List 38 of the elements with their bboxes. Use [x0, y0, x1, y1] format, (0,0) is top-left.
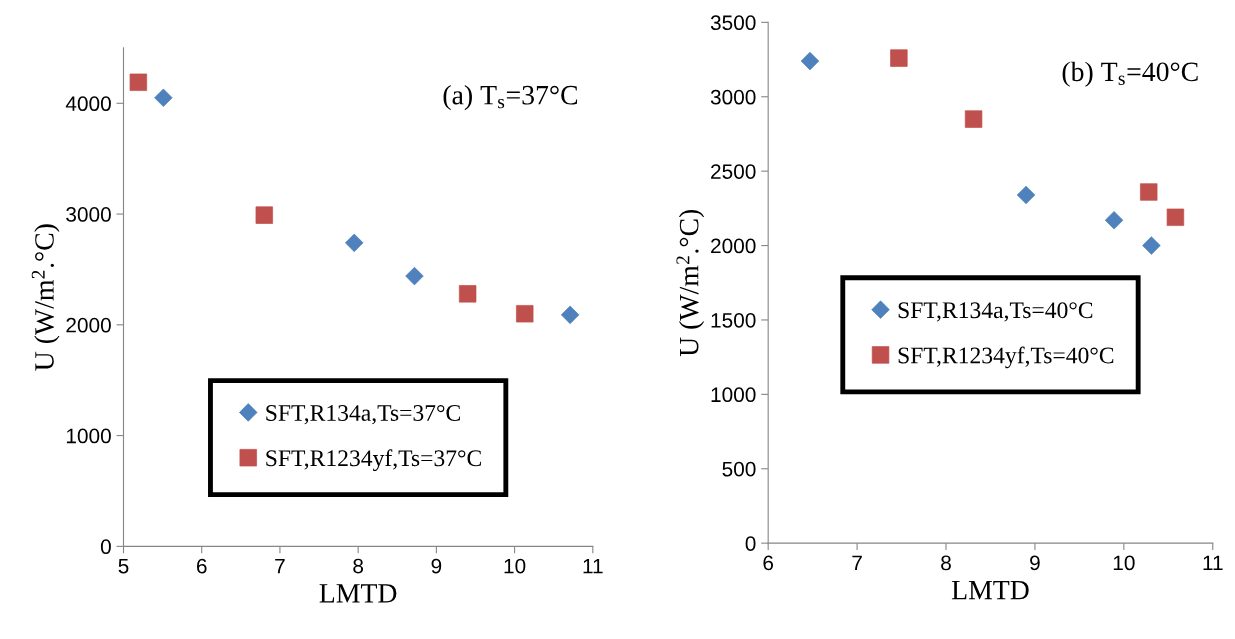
x-tick-label: 9: [1030, 555, 1040, 571]
x-tick-label: 11: [583, 558, 603, 574]
x-tick-label: 7: [852, 555, 862, 571]
x-tick-label: 5: [118, 558, 129, 574]
x-axis-title: LMTD: [951, 581, 1029, 600]
y-tick-label: 4000: [65, 96, 111, 112]
y-tick-label: 0: [745, 536, 756, 551]
y-tick-label: 3000: [66, 207, 111, 222]
x-tick-label: 6: [763, 555, 774, 571]
legend-label: SFT,R134a,Ts=37°C: [266, 405, 460, 425]
y-tick-label: 0: [100, 539, 111, 555]
y-tick-label: 3000: [710, 89, 756, 105]
y-tick-label: 1000: [66, 428, 111, 444]
x-tick-label: 11: [1203, 555, 1223, 571]
y-tick-label: 3500: [710, 15, 756, 31]
y-tick-label: 2000: [711, 238, 756, 254]
y-axis-title: U (W/m$^{2}$.°C): [676, 209, 705, 357]
x-tick-label: 10: [504, 558, 526, 574]
y-tick-label: 1000: [711, 387, 756, 403]
y-tick-label: 500: [722, 461, 756, 477]
y-tick-label: 2000: [66, 317, 111, 333]
legend-label: SFT,R1234yf,Ts=37°C: [266, 449, 481, 472]
point: [255, 206, 273, 224]
x-tick-label: 6: [196, 558, 207, 574]
x-axis-title: LMTD: [319, 584, 397, 603]
y-axis-title: U (W/m$^{2}$.°C): [31, 224, 60, 371]
point: [1140, 183, 1158, 201]
y-tick-label: 2500: [711, 164, 756, 179]
legend-label: SFT,R134a,Ts=40°C: [898, 302, 1093, 322]
annotation: (b) T$_{s}$=40°C: [1062, 61, 1198, 87]
legend-label: SFT,R1234yf,Ts=40°C: [898, 346, 1114, 369]
x-tick-label: 8: [941, 555, 951, 571]
y-tick-label: 1500: [711, 312, 756, 328]
x-tick-label: 10: [1113, 555, 1135, 571]
annotation: (a) T$_{s}$=37°C: [443, 84, 578, 111]
x-tick-label: 9: [431, 558, 442, 574]
x-tick-label: 7: [275, 558, 285, 574]
x-tick-label: 8: [353, 558, 364, 574]
